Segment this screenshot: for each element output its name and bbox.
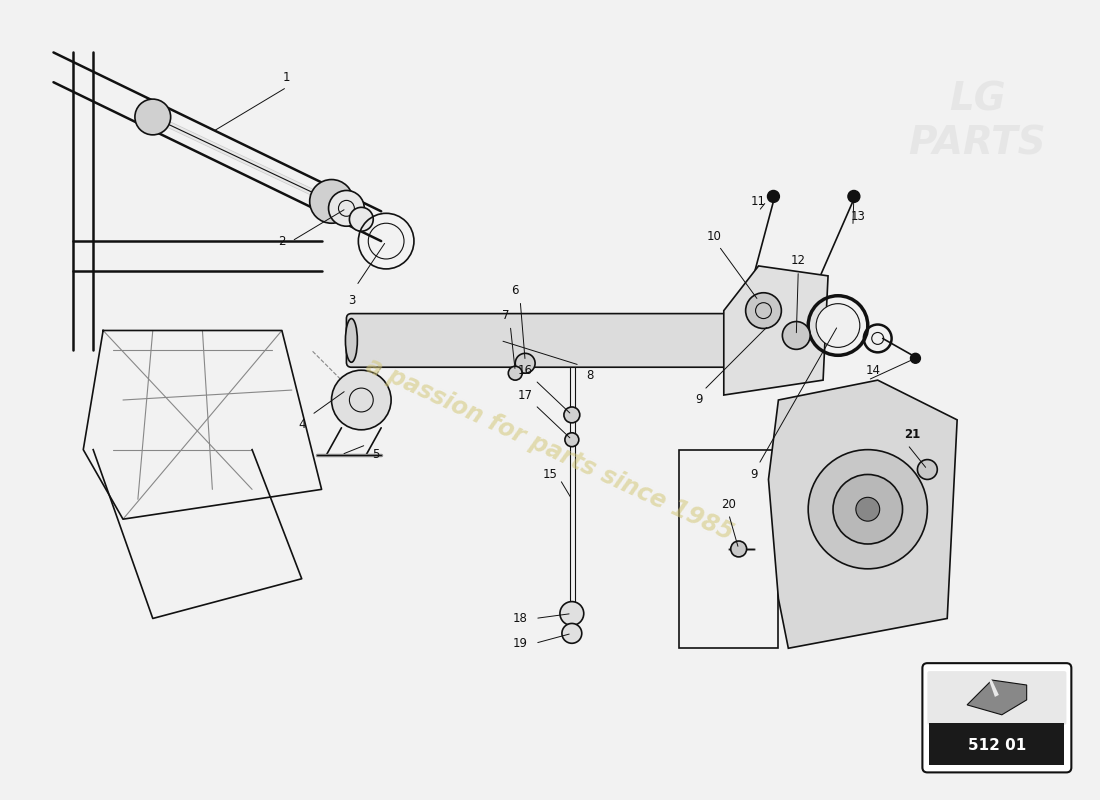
Circle shape <box>917 459 937 479</box>
Circle shape <box>562 623 582 643</box>
Ellipse shape <box>739 311 758 370</box>
FancyBboxPatch shape <box>927 671 1066 725</box>
FancyBboxPatch shape <box>923 663 1071 772</box>
Text: 3: 3 <box>348 294 355 307</box>
Text: 14: 14 <box>866 364 880 377</box>
Circle shape <box>515 354 535 373</box>
Circle shape <box>768 190 780 202</box>
Text: 10: 10 <box>706 230 722 242</box>
Circle shape <box>560 602 584 626</box>
Circle shape <box>331 370 392 430</box>
Circle shape <box>565 433 579 446</box>
Bar <box>679 450 779 648</box>
Circle shape <box>856 498 880 521</box>
Text: 18: 18 <box>513 612 528 625</box>
Circle shape <box>833 474 902 544</box>
Circle shape <box>816 304 860 347</box>
Text: 12: 12 <box>791 254 806 267</box>
Circle shape <box>911 354 921 363</box>
Text: 9: 9 <box>750 468 757 481</box>
Circle shape <box>730 541 747 557</box>
Text: 20: 20 <box>722 498 736 510</box>
Text: 512 01: 512 01 <box>968 738 1026 753</box>
Text: 2: 2 <box>278 234 286 248</box>
Bar <box>930 722 1065 766</box>
Text: 15: 15 <box>542 468 558 481</box>
Text: LG
PARTS: LG PARTS <box>909 81 1046 163</box>
Circle shape <box>508 366 522 380</box>
Circle shape <box>350 207 373 231</box>
FancyBboxPatch shape <box>346 314 754 367</box>
Polygon shape <box>989 680 999 697</box>
Text: 17: 17 <box>518 389 532 402</box>
Circle shape <box>746 293 781 329</box>
Polygon shape <box>724 266 828 395</box>
Text: 6: 6 <box>512 284 519 298</box>
Text: 11: 11 <box>751 195 766 208</box>
Text: 19: 19 <box>513 637 528 650</box>
Text: 4: 4 <box>298 418 306 431</box>
Ellipse shape <box>345 318 358 362</box>
Circle shape <box>808 450 927 569</box>
Circle shape <box>310 179 353 223</box>
Text: 21: 21 <box>904 428 921 442</box>
Text: 1: 1 <box>283 70 290 84</box>
Text: 13: 13 <box>850 210 866 222</box>
Circle shape <box>329 190 364 226</box>
Polygon shape <box>769 380 957 648</box>
Text: 5: 5 <box>373 448 380 461</box>
Polygon shape <box>967 680 1026 714</box>
Text: a passion for parts since 1985: a passion for parts since 1985 <box>362 354 738 546</box>
Text: 9: 9 <box>695 394 703 406</box>
Text: 7: 7 <box>502 309 509 322</box>
Circle shape <box>564 407 580 423</box>
Circle shape <box>135 99 170 135</box>
Text: 16: 16 <box>518 364 532 377</box>
Circle shape <box>848 190 860 202</box>
Circle shape <box>782 322 811 350</box>
Text: 8: 8 <box>586 369 593 382</box>
